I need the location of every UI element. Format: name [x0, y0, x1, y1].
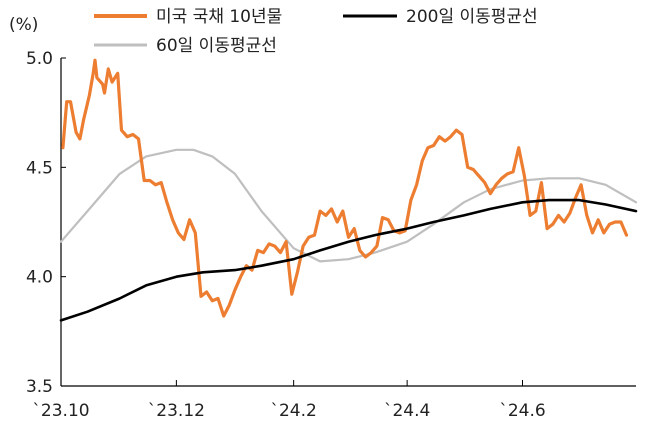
series-line-us-10y: [61, 58, 629, 318]
series-line-ma60: [59, 148, 638, 263]
x-tick-label: `23.12: [148, 401, 205, 421]
series-layer: [59, 58, 638, 322]
axes: 5.0 4.5 4.0 3.5 `23.10 `23.12 `24.2 `24.4 `24.6: [26, 49, 636, 421]
y-tick-label: 5.0: [26, 49, 53, 69]
y-tick-label: 4.0: [26, 268, 53, 288]
x-tick-label: `24.2: [270, 401, 316, 421]
legend-label-ma60: 60일 이동평균선: [156, 36, 277, 56]
y-axis-unit-label: (%): [9, 15, 38, 35]
x-tick-label: `24.4: [384, 401, 430, 421]
legend-label-us-10y: 미국 국채 10년물: [156, 7, 282, 27]
y-tick-label: 3.5: [26, 377, 53, 397]
y-tick-label: 4.5: [26, 158, 53, 178]
x-tick-label: `23.10: [32, 401, 89, 421]
series-line-ma200: [59, 198, 638, 322]
x-tick-label: `24.6: [499, 401, 545, 421]
legend: 미국 국채 10년물 200일 이동평균선 60일 이동평균선: [94, 7, 538, 56]
legend-label-ma200: 200일 이동평균선: [406, 7, 538, 27]
